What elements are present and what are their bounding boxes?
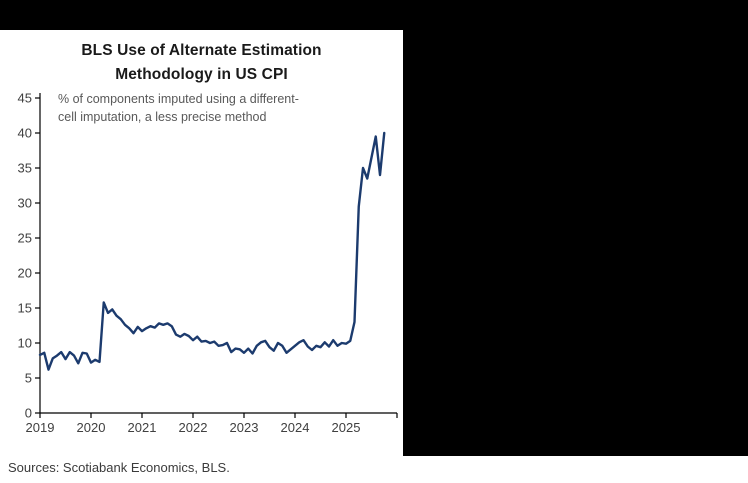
y-tick-label: 45 <box>18 91 32 106</box>
x-tick-label: 2025 <box>332 420 361 435</box>
x-tick-label: 2019 <box>26 420 55 435</box>
y-tick-label: 30 <box>18 196 32 211</box>
chart-card: BLS Use of Alternate Estimation Methodol… <box>0 30 403 456</box>
y-tick-label: 20 <box>18 266 32 281</box>
x-tick-label: 2021 <box>128 420 157 435</box>
y-tick-label: 5 <box>25 371 32 386</box>
y-tick-label: 35 <box>18 161 32 176</box>
chart-title-line1: BLS Use of Alternate Estimation <box>81 42 322 59</box>
chart-title-line2: Methodology in US CPI <box>115 66 288 83</box>
cpi-imputation-line <box>38 131 386 371</box>
x-tick-label: 2020 <box>77 420 106 435</box>
x-tick-label: 2024 <box>281 420 310 435</box>
right-black-panel <box>403 30 748 456</box>
chart-annotation: % of components imputed using a differen… <box>58 92 299 124</box>
x-tick-label: 2023 <box>230 420 259 435</box>
y-tick-label: 25 <box>18 231 32 246</box>
annotation-line: cell imputation, a less precise method <box>58 110 266 124</box>
y-tick-label: 40 <box>18 126 32 141</box>
annotation-line: % of components imputed using a differen… <box>58 92 299 106</box>
y-tick-label: 0 <box>25 406 32 421</box>
axes <box>35 93 398 418</box>
x-tick-label: 2022 <box>179 420 208 435</box>
y-tick-label: 10 <box>18 336 32 351</box>
y-tick-label: 15 <box>18 301 32 316</box>
top-black-bar <box>0 0 748 30</box>
chart-area: 0 5 10 15 20 25 30 35 40 45 2019 2020 2021 2022 2023 20… <box>0 88 403 443</box>
chart-title: BLS Use of Alternate Estimation Methodol… <box>0 30 403 87</box>
series-line <box>38 131 386 371</box>
sources-text: Sources: Scotiabank Economics, BLS. <box>8 460 230 475</box>
